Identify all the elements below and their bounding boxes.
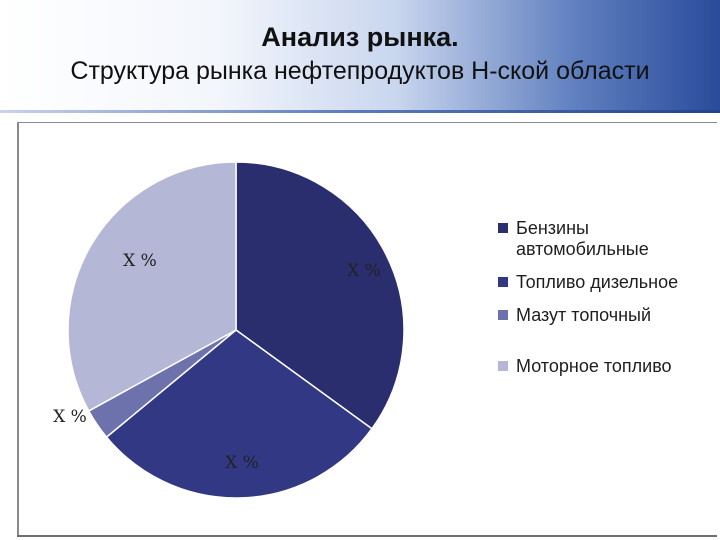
slide-title: Анализ рынка. <box>261 22 459 52</box>
pie-slice-1 <box>235 161 405 430</box>
legend-label-3: Мазут топочный <box>516 305 652 325</box>
legend-label-4: Моторное топливо <box>516 356 672 376</box>
legend-item-4: Моторное топливо <box>498 356 698 377</box>
legend-label-2: Топливо дизельное <box>516 272 679 292</box>
legend-label-1: Бензины автомобильные <box>516 218 649 259</box>
slide-subtitle: Структура рынка нефтепродуктов Н-ской об… <box>70 57 650 85</box>
data-label-4: X % <box>123 251 157 271</box>
legend-swatch-4 <box>498 361 508 371</box>
legend-item-1: Бензины автомобильные <box>498 218 698 260</box>
legend-swatch-3 <box>498 310 508 320</box>
header-divider <box>0 110 720 113</box>
pie-slice-2 <box>105 329 373 499</box>
data-label-2: X % <box>225 453 259 473</box>
legend-item-2: Топливо дизельное <box>498 272 698 293</box>
data-label-1: X % <box>347 261 381 281</box>
slide-header-band <box>0 0 720 112</box>
legend-swatch-1 <box>498 223 508 233</box>
pie-slice-4 <box>67 161 237 412</box>
legend-item-3: Мазут топочный <box>498 305 698 326</box>
chart-frame-bottom <box>17 535 717 537</box>
data-label-3: X % <box>53 407 87 427</box>
legend-swatch-2 <box>498 277 508 287</box>
chart-frame <box>17 122 717 537</box>
chart-legend: Бензины автомобильные Топливо дизельное Ма… <box>498 218 698 377</box>
